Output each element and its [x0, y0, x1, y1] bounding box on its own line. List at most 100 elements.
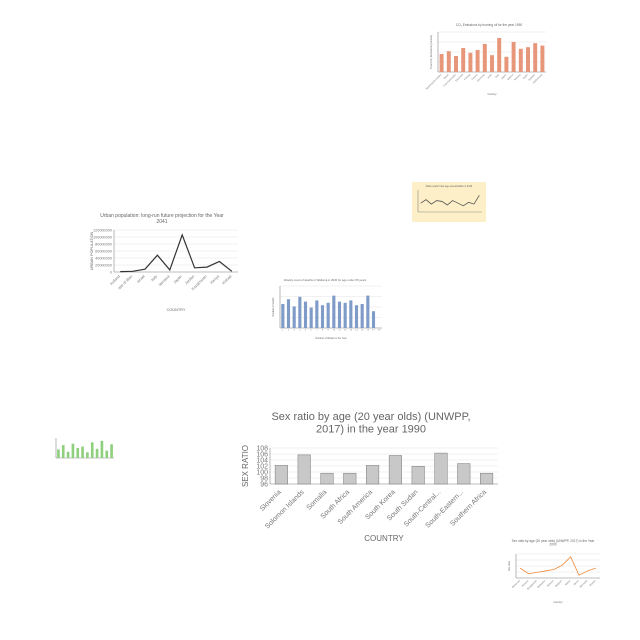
x-tick-label: Solomon Islands [264, 489, 306, 531]
chart-title: 2017) in the year 1990 [316, 424, 426, 436]
bar [105, 450, 109, 458]
x-tick-label: Brazil [443, 73, 450, 80]
x-tick-label: 7 [316, 330, 318, 332]
bar [57, 449, 60, 458]
bar [274, 465, 288, 485]
x-axis-label: COUNTRY [364, 534, 404, 543]
bar [511, 42, 516, 72]
weekly-chart-svg: Weekly count of deaths in Wallonia in 20… [272, 278, 382, 340]
x-tick-label: Switzerland [532, 73, 543, 84]
bar [468, 52, 473, 72]
y-tick-label: 106 [256, 451, 268, 458]
bar [110, 444, 113, 458]
x-tick-label: Belize [565, 579, 572, 586]
x-tick-label: Italy [495, 73, 501, 79]
bar [540, 45, 545, 72]
x-tick-label: India [487, 73, 493, 79]
bar [315, 300, 319, 328]
x-tick-label: 1 [282, 330, 284, 332]
bar [297, 454, 311, 485]
y-tick-label: 102 [256, 463, 268, 470]
x-tick-label: 10 [333, 330, 336, 332]
bar [446, 51, 451, 72]
bar [86, 452, 89, 458]
bar [303, 301, 308, 328]
x-tick-label: Bahrain [521, 579, 529, 587]
sexratio1990-chart-svg: Sex ratio by age (20 year olds) (UNWPP,2… [241, 411, 498, 543]
y-tick-label: 20000000 [95, 263, 112, 267]
chart-title: Mean search rate age-sexes/dollars in 20… [426, 185, 473, 188]
bar [411, 466, 425, 485]
chart-yellow-line: Mean search rate age-sexes/dollars in 20… [412, 182, 486, 222]
bar [461, 48, 466, 72]
y-axis-label: Sex ratio [507, 560, 511, 571]
bar [533, 43, 538, 72]
bar [337, 301, 342, 328]
bar [366, 295, 370, 328]
x-tick-label: Kiribati [221, 274, 232, 285]
bar [326, 302, 330, 328]
urban-chart-svg: Urban population: long-run future projec… [90, 213, 238, 312]
x-tick-label: Bahamas [512, 579, 522, 589]
x-tick-label: Benin [573, 579, 580, 586]
bar [439, 54, 444, 72]
chart-title: Sex ratio by age (20 year olds) (UNWPP, … [512, 539, 596, 543]
y-tick-label: 98 [260, 475, 268, 482]
chart-title: CO₂ Emissions by burning oil for the yea… [456, 23, 522, 27]
y-tick-label: 60000000 [95, 249, 112, 253]
x-tick-label: Spain [522, 73, 529, 80]
bar [76, 448, 80, 458]
y-axis-label: Total CO₂ Emissions (tonnes) [429, 35, 433, 69]
y-tick-label: 80000000 [95, 242, 112, 246]
green-chart-svg [55, 438, 114, 459]
x-tick-label: Jordan [184, 274, 195, 285]
x-tick-label: Iceland [109, 274, 120, 285]
bar [526, 47, 530, 72]
x-tick-label: 15 [361, 330, 364, 332]
chart-title: 2000 [549, 543, 556, 547]
bar [480, 472, 494, 485]
chart-co2-emissions: CO₂ Emissions by burning oil for the yea… [424, 20, 554, 98]
x-tick-label: Sweden [528, 73, 537, 82]
x-tick-label: Somalia [306, 489, 329, 512]
chart-weekly-deaths: Weekly count of deaths in Wallonia in 20… [264, 276, 386, 342]
bar [343, 302, 347, 328]
y-tick-label: 0 [110, 270, 112, 274]
x-tick-label: Denmark [455, 73, 465, 83]
bar [482, 44, 487, 72]
bar [349, 300, 353, 328]
bar [360, 304, 364, 328]
x-tick-label: 3 [294, 330, 296, 332]
bar [292, 306, 296, 328]
x-tick-label: Netherlands Antilles [425, 73, 443, 91]
x-tick-label: Italy [150, 274, 158, 282]
bar [95, 448, 99, 458]
bar [66, 451, 70, 458]
bar [332, 295, 336, 328]
bar [320, 472, 334, 485]
x-tick-label: Jamaica [158, 274, 171, 287]
x-axis-label: Country [553, 600, 563, 604]
x-tick-label: 4 [299, 330, 301, 332]
chart-title: Urban population: long-run future projec… [100, 213, 224, 219]
bar [504, 56, 509, 72]
x-tick-label: Germany [476, 73, 486, 83]
chart-title: Sex ratio by age (20 year olds) (UNWPP, [271, 411, 470, 423]
x-tick-label: 18 [378, 330, 381, 332]
x-tick-label: 11 [338, 330, 341, 332]
x-tick-label: 13 [350, 330, 353, 332]
bar [100, 440, 104, 458]
x-tick-label: France [471, 73, 479, 81]
x-tick-label: Japan [173, 274, 183, 284]
bar [518, 48, 523, 72]
x-tick-label: Bangladesh [527, 579, 539, 591]
x-tick-label: 17 [372, 330, 375, 332]
chart-urban-population: Urban population: long-run future projec… [78, 208, 246, 314]
bar [388, 455, 402, 485]
bar [61, 445, 65, 458]
bar [434, 452, 448, 485]
x-tick-label: Belgium [555, 579, 563, 587]
bar [90, 442, 94, 458]
chart-green-bars [50, 428, 118, 470]
x-tick-label: Belarus [547, 579, 555, 587]
